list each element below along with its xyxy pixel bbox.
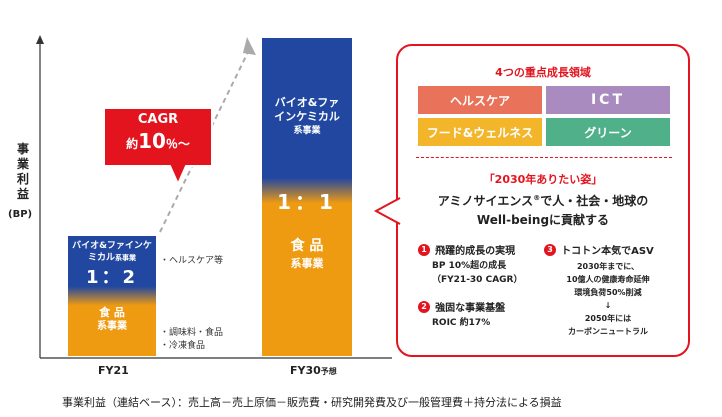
y-axis-unit: (BP): [8, 209, 33, 220]
goal-title-1: 飛躍的成長の実現: [435, 246, 516, 257]
tile-ict: ICT: [546, 86, 670, 114]
y-axis-label: 事 業 利 益: [16, 142, 30, 202]
goal-1-line: BP 10%超の成長: [432, 261, 507, 271]
cagr-callout-shape: [103, 107, 213, 185]
cagr-value: 約10％〜: [126, 129, 190, 153]
cagr-label: CAGR: [137, 112, 179, 127]
goal-2-line: ROIC 約17%: [432, 318, 491, 328]
bar-fy21-bio-label-1: バイオ&ファインケ: [72, 241, 152, 251]
goal-title-3: トコトン本気でASV: [561, 246, 654, 257]
x-label-fy30: FY30予想: [290, 364, 337, 377]
bar-fy30-bio-label-2: インケミカル: [274, 110, 340, 123]
note-frozen: ・冷凍食品: [160, 341, 206, 351]
panel-pointer-arrow-icon: [373, 197, 401, 225]
bar-fy30-ratio: 1：1: [277, 190, 337, 214]
goal-number-3-icon: 3: [544, 243, 556, 256]
goal-number-1-icon: 1: [418, 243, 430, 256]
bar-fy21-food-label-2: 系事業: [97, 321, 127, 332]
panel-divider: [416, 157, 672, 158]
goal-3-line: 2030年までに、: [576, 262, 640, 271]
goal-3-line: カーボンニュートラル: [568, 327, 648, 336]
vision-line-1: アミノサイエンス®で人・社会・地球の: [437, 194, 649, 208]
panel-pointer: [373, 197, 401, 225]
goal-1-line: （FY21-30 CAGR）: [432, 275, 523, 285]
tile-healthcare: ヘルスケア: [418, 86, 542, 114]
note-healthcare: ・ヘルスケア等: [160, 256, 224, 266]
vision-title: 「2030年ありたい姿」: [483, 173, 603, 186]
bar-fy21-food-label-1: 食 品: [99, 306, 125, 319]
goal-item-1: 1 飛躍的成長の実現 BP 10%超の成長 （FY21-30 CAGR）: [418, 239, 548, 287]
footnote: 事業利益（連結ベース）：売上高－売上原価－販売費・研究開発費及び一般管理費＋持分…: [62, 396, 562, 409]
bar-fy30-bio-label-1: バイオ&ファ: [274, 96, 340, 109]
cagr-callout: CAGR 約10％〜: [104, 112, 212, 153]
y-axis-label-char: 事: [16, 142, 29, 156]
cagr-callout-bubble: [103, 107, 213, 185]
goal-3-line: 10億人の健康寿命延伸: [566, 275, 650, 284]
y-axis-label-char: 利: [16, 172, 29, 186]
goal-item-3: 3 トコトン本気でASV 2030年までに、 10億人の健康寿命延伸 環境負荷5…: [544, 239, 684, 338]
goal-3-line: 環境負荷50%削減: [574, 288, 642, 297]
goal-title-2: 強固な事業基盤: [435, 303, 506, 314]
goal-3-arrow: ↓: [604, 301, 612, 310]
bar-fy30-bio-label-3: 系事業: [293, 126, 321, 136]
growth-areas-grid: ヘルスケア ICT フード&ウェルネス グリーン: [418, 86, 670, 146]
vision-line-2: Well-beingに貢献する: [476, 213, 610, 227]
y-axis-label-char: 益: [16, 187, 29, 201]
x-label-fy21: FY21: [98, 364, 129, 377]
goal-3-line: 2050年には: [584, 314, 632, 323]
tile-green: グリーン: [546, 118, 670, 146]
bar-fy21: バイオ&ファインケ ミカル系事業 1：2 食 品 系事業: [68, 236, 156, 356]
growth-arrow-head-icon: [243, 37, 256, 55]
panel-title: 4つの重点成長領域: [495, 66, 591, 79]
bar-fy30-food-label-1: 食 品: [290, 238, 324, 254]
note-seasoning: ・調味料・食品: [160, 328, 224, 338]
y-axis-label-char: 業: [16, 157, 29, 171]
goal-item-2: 2 強固な事業基盤 ROIC 約17%: [418, 296, 548, 330]
bar-fy30: バイオ&ファ インケミカル 系事業 1：1 食 品 系事業: [262, 38, 352, 356]
goal-number-2-icon: 2: [418, 300, 430, 313]
y-axis-arrow-icon: [36, 35, 44, 44]
tile-food-wellness: フード&ウェルネス: [418, 118, 542, 146]
bar-fy21-bio-label-2: ミカル系事業: [87, 253, 136, 263]
bar-fy30-food-label-2: 系事業: [290, 257, 324, 270]
bar-fy21-ratio: 1：2: [85, 267, 139, 288]
